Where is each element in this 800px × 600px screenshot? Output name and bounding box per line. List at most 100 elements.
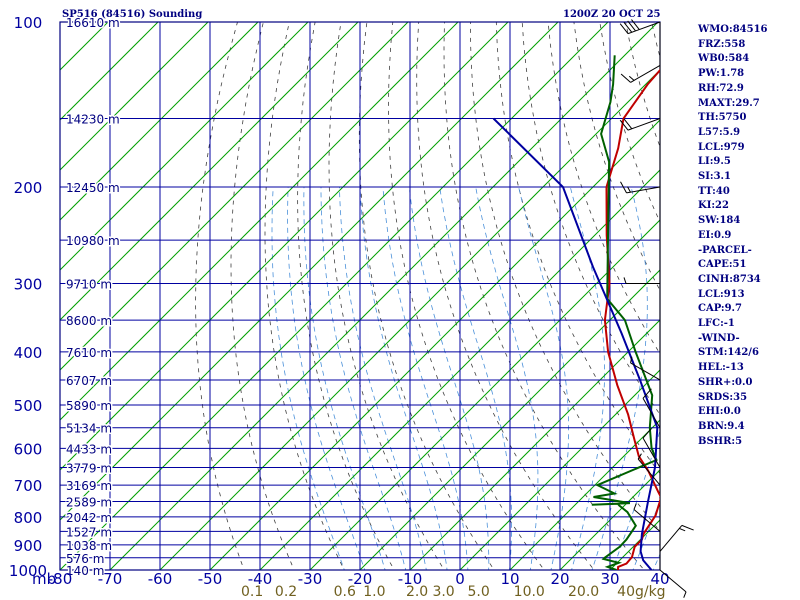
pressure-tick-labels: 100 200 300 400 500 600 700 800 900 1000 (9, 14, 47, 580)
wind-barb-flag (619, 119, 629, 131)
pressure-tick-label: 200 (14, 179, 43, 197)
height-label: 2042 m (66, 511, 112, 525)
index-line: SW:184 (698, 215, 741, 227)
index-line: LCL:913 (698, 288, 745, 300)
moist-adiabat-line (408, 186, 490, 570)
mixing-ratio-labels: 0.1 0.2 0.6 1.0 2.0 3.0 5.0 10.0 20.0 40g/kg (241, 584, 666, 600)
wind-barb-flag (681, 524, 694, 531)
valid-time: 1200Z 20 OCT 25 (563, 9, 661, 20)
index-line: WB0:584 (698, 53, 750, 65)
height-label: 1038 m (66, 539, 112, 553)
isotherm-line (459, 369, 660, 570)
index-line: KI:22 (698, 200, 729, 212)
index-line: BRN:9.4 (698, 420, 745, 432)
moist-adiabat-line (320, 187, 407, 570)
isotherm-line (259, 169, 660, 570)
temperature-tick-label: 0 (455, 570, 465, 588)
temperature-tick-label: -70 (98, 570, 123, 588)
temperature-tick-label: 10 (500, 570, 519, 588)
isotherm-line (60, 22, 159, 121)
isotherm-line (60, 22, 309, 271)
wind-barb-staff (642, 398, 661, 428)
index-line: FRZ:558 (698, 38, 746, 50)
index-line: EHI:0.0 (698, 406, 741, 418)
wind-barb (633, 503, 661, 532)
height-label: 576 m (66, 552, 104, 566)
wind-barb-half-flag (633, 503, 637, 510)
wind-barb-half-flag (628, 75, 635, 81)
wind-barb-flag (642, 428, 652, 439)
isotherm-line (209, 119, 660, 570)
moist-adiabat-line (591, 186, 648, 570)
index-line: PW:1.78 (698, 68, 745, 80)
temperature-tick-labels: mb-80 -70 -60 -50 -40 -30 -20 -10 0 10 20 30 40 (32, 570, 670, 588)
isotherm-line (109, 22, 659, 570)
isotherm-line (60, 22, 509, 471)
pressure-tick-label: 300 (14, 275, 43, 293)
temperature-tick-label: -40 (248, 570, 273, 588)
wind-barb-staff (630, 64, 661, 83)
moist-adiabat-line (359, 186, 448, 570)
mixing-ratio-label: 3.0 (432, 584, 454, 600)
isotherm-line (309, 219, 660, 570)
moist-adiabat-line (612, 429, 660, 570)
index-line: HEL:-13 (698, 362, 744, 374)
mixing-ratio-label: 1.0 (363, 584, 385, 600)
sounding-traces (492, 55, 660, 570)
plot-frame (59, 21, 661, 571)
index-line: L57:5.9 (698, 126, 741, 138)
temperature-tick-label: -10 (398, 570, 423, 588)
moist-adiabat-line (569, 186, 605, 570)
station-title: SP516 (84516) Sounding (62, 9, 203, 20)
height-label: 5134 m (66, 422, 112, 436)
isotherm-line (60, 22, 609, 570)
index-line: RH:72.9 (698, 82, 744, 94)
index-line: MAXT:29.7 (698, 97, 760, 109)
temperature-tick-label: -20 (348, 570, 373, 588)
temperature-tick-label: 30 (600, 570, 619, 588)
wind-barb (642, 388, 661, 428)
index-line: CINH:8734 (698, 273, 761, 285)
temperature-tick-label: -30 (298, 570, 323, 588)
pressure-tick-label: 100 (14, 14, 43, 32)
dry-adiabat-line (195, 22, 245, 570)
index-line: TT:40 (698, 185, 730, 197)
height-label: 8600 m (66, 314, 112, 328)
index-line: LI:9.5 (698, 156, 731, 168)
index-line: TH:5750 (698, 112, 747, 124)
wind-barb (619, 19, 661, 35)
dry-adiabat-line (230, 22, 295, 570)
dry-adiabat-line (388, 22, 545, 570)
height-label: 9710 m (66, 277, 112, 291)
moist-adiabat-line (518, 186, 569, 570)
dry-adiabat-line (297, 22, 395, 570)
pressure-tick-label: 1000 (9, 562, 47, 580)
moist-adiabats (271, 186, 660, 570)
wind-barb-flag (623, 22, 633, 33)
height-label: 6707 m (66, 374, 112, 388)
temperature-tick-label: -50 (198, 570, 223, 588)
isotherm-line (409, 319, 660, 570)
wind-barb-flag (642, 388, 652, 399)
index-line: SI:3.1 (698, 171, 731, 183)
height-label: 7610 m (66, 346, 112, 360)
index-line: CAP:9.7 (698, 303, 742, 315)
wind-barb-staff (630, 362, 661, 381)
isotherm-line (60, 22, 409, 371)
height-label: 10980 m (66, 234, 120, 248)
moist-adiabat-line (303, 186, 386, 570)
wind-barb-half-flag (683, 591, 687, 598)
wind-barb (637, 453, 661, 486)
mixing-ratio-label: 20.0 (568, 584, 599, 600)
isotherm-line (60, 22, 459, 421)
height-label: 2589 m (66, 496, 112, 510)
height-label: 16610 m (66, 16, 120, 30)
wind-barb-staff (633, 509, 661, 532)
moist-adiabat-line (632, 499, 660, 570)
wind-barb (659, 524, 694, 552)
index-line: WMO:84516 (698, 24, 768, 35)
wind-barb (630, 356, 661, 381)
index-section-wind: -WIND- (698, 332, 740, 344)
wind-barb-staff (637, 458, 661, 486)
isotherms (60, 22, 660, 570)
